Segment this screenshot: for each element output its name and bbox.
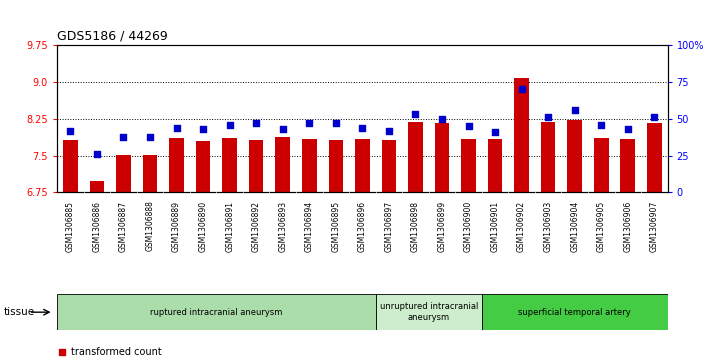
Point bbox=[197, 126, 208, 132]
Text: GSM1306889: GSM1306889 bbox=[172, 200, 181, 252]
Bar bbox=[568, 121, 582, 192]
Text: ruptured intracranial aneurysm: ruptured intracranial aneurysm bbox=[150, 308, 283, 317]
Text: GSM1306895: GSM1306895 bbox=[331, 200, 341, 252]
Text: superficial temporal artery: superficial temporal artery bbox=[518, 308, 631, 317]
Text: GSM1306903: GSM1306903 bbox=[543, 200, 553, 252]
Text: GSM1306885: GSM1306885 bbox=[66, 200, 75, 252]
Point bbox=[277, 126, 288, 132]
Point bbox=[648, 114, 660, 120]
Bar bbox=[196, 141, 211, 192]
Text: tissue: tissue bbox=[4, 307, 35, 317]
Point bbox=[595, 122, 607, 128]
Point bbox=[118, 134, 129, 139]
Point bbox=[303, 121, 315, 126]
Text: GSM1306890: GSM1306890 bbox=[198, 200, 208, 252]
Point bbox=[91, 151, 103, 157]
Text: GSM1306886: GSM1306886 bbox=[92, 200, 101, 252]
Bar bbox=[143, 155, 157, 192]
Text: GSM1306899: GSM1306899 bbox=[438, 200, 446, 252]
Bar bbox=[355, 139, 370, 192]
Text: unruptured intracranial
aneurysm: unruptured intracranial aneurysm bbox=[380, 302, 478, 322]
Bar bbox=[57, 294, 376, 330]
Text: GSM1306904: GSM1306904 bbox=[570, 200, 579, 252]
Text: GSM1306901: GSM1306901 bbox=[491, 200, 500, 252]
Point bbox=[489, 129, 501, 135]
Bar bbox=[514, 78, 529, 192]
Text: transformed count: transformed count bbox=[71, 347, 162, 357]
Text: GSM1306892: GSM1306892 bbox=[252, 200, 261, 252]
Text: GSM1306887: GSM1306887 bbox=[119, 200, 128, 252]
Point bbox=[569, 107, 580, 113]
Point bbox=[436, 116, 448, 122]
Bar bbox=[276, 137, 290, 192]
Text: GSM1306896: GSM1306896 bbox=[358, 200, 367, 252]
Bar bbox=[116, 155, 131, 192]
Point bbox=[516, 87, 528, 93]
Point bbox=[357, 125, 368, 131]
Text: GSM1306907: GSM1306907 bbox=[650, 200, 659, 252]
Point bbox=[171, 125, 182, 131]
Point bbox=[251, 121, 262, 126]
Bar bbox=[222, 138, 237, 192]
Text: GSM1306898: GSM1306898 bbox=[411, 200, 420, 252]
Bar bbox=[169, 138, 184, 192]
Point bbox=[410, 111, 421, 117]
Text: GDS5186 / 44269: GDS5186 / 44269 bbox=[57, 30, 168, 43]
Text: GSM1306902: GSM1306902 bbox=[517, 200, 526, 252]
Text: GSM1306900: GSM1306900 bbox=[464, 200, 473, 252]
Text: GSM1306905: GSM1306905 bbox=[597, 200, 605, 252]
Bar bbox=[540, 122, 555, 192]
Point bbox=[622, 126, 633, 132]
Bar bbox=[63, 140, 78, 192]
Text: GSM1306893: GSM1306893 bbox=[278, 200, 287, 252]
Point bbox=[57, 349, 69, 355]
Bar bbox=[302, 139, 316, 192]
Point bbox=[224, 122, 236, 128]
Bar bbox=[408, 122, 423, 192]
Point bbox=[330, 121, 341, 126]
Point bbox=[383, 128, 395, 134]
Bar bbox=[461, 139, 476, 192]
Point bbox=[65, 128, 76, 134]
Bar bbox=[594, 139, 608, 192]
Text: GSM1306891: GSM1306891 bbox=[225, 200, 234, 252]
Text: GSM1306897: GSM1306897 bbox=[384, 200, 393, 252]
Bar bbox=[482, 294, 668, 330]
Bar bbox=[620, 139, 635, 192]
Bar bbox=[90, 181, 104, 192]
Text: GSM1306894: GSM1306894 bbox=[305, 200, 313, 252]
Bar bbox=[488, 139, 503, 192]
Text: GSM1306888: GSM1306888 bbox=[146, 200, 154, 252]
Point bbox=[543, 114, 554, 120]
Point bbox=[463, 123, 474, 129]
Bar bbox=[435, 123, 449, 192]
Bar bbox=[376, 294, 482, 330]
Bar bbox=[647, 123, 662, 192]
Text: GSM1306906: GSM1306906 bbox=[623, 200, 633, 252]
Point bbox=[144, 134, 156, 139]
Bar bbox=[249, 140, 263, 192]
Bar bbox=[381, 140, 396, 192]
Bar bbox=[328, 140, 343, 192]
